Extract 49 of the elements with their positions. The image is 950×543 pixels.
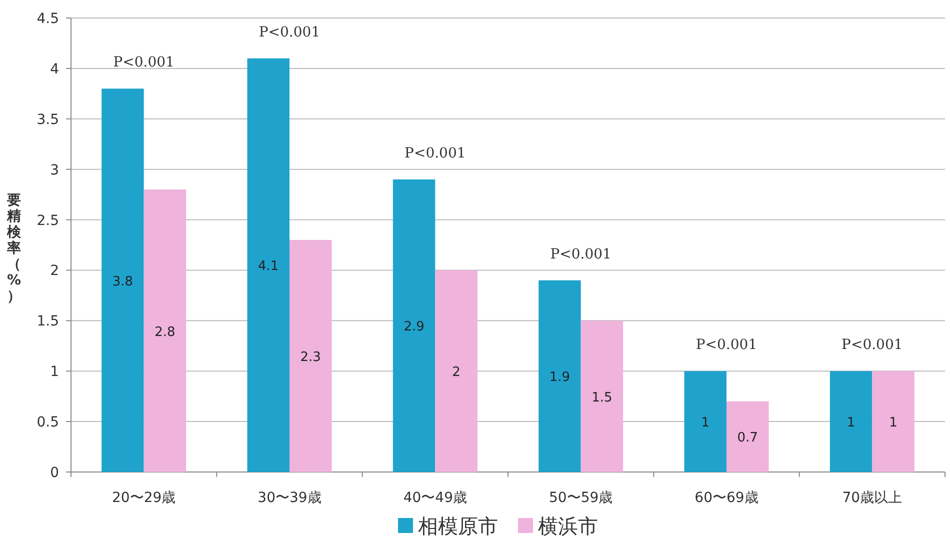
y-tick-label: 4 bbox=[50, 61, 60, 78]
data-label: 1.9 bbox=[549, 370, 570, 386]
x-tick-label: 70歳以上 bbox=[842, 490, 902, 506]
annotation: P<0.001 bbox=[696, 337, 758, 354]
bar bbox=[580, 320, 624, 472]
data-label: 2 bbox=[452, 365, 460, 380]
bar bbox=[830, 371, 872, 472]
y-axis-title: 要精検率（%） bbox=[6, 192, 22, 304]
bar bbox=[247, 58, 290, 472]
y-tick-label: 2 bbox=[50, 263, 59, 280]
y-tick-label: 1 bbox=[50, 364, 59, 380]
annotation: P<0.001 bbox=[113, 54, 174, 71]
bar bbox=[392, 179, 436, 472]
data-label: 1.5 bbox=[592, 390, 612, 406]
data-label: 3.8 bbox=[112, 274, 134, 290]
bar bbox=[144, 190, 186, 472]
x-tick-label: 50〜59歳 bbox=[549, 490, 613, 506]
bar bbox=[684, 371, 726, 472]
bar bbox=[538, 280, 581, 472]
data-label: 1 bbox=[846, 416, 856, 431]
data-label: 4.1 bbox=[258, 259, 279, 274]
data-label: 0.7 bbox=[737, 430, 758, 446]
data-label: 2.8 bbox=[154, 324, 176, 340]
annotation: P<0.001 bbox=[550, 246, 612, 262]
bar bbox=[726, 401, 769, 472]
annotation: P<0.001 bbox=[842, 337, 903, 354]
x-tick-label: 30〜39歳 bbox=[258, 490, 322, 506]
bar bbox=[290, 240, 332, 472]
data-label: 1 bbox=[889, 416, 898, 431]
legend-label: 横浜市 bbox=[538, 514, 598, 538]
y-tick-label: 2.5 bbox=[36, 212, 59, 229]
annotation: P<0.001 bbox=[404, 145, 466, 162]
annotation: P<0.001 bbox=[258, 24, 320, 40]
y-tick-label: 0.5 bbox=[36, 414, 59, 431]
y-tick-label: 4.5 bbox=[36, 11, 59, 27]
y-tick-label: 1.5 bbox=[36, 314, 59, 330]
x-tick-label: 60〜69歳 bbox=[694, 490, 758, 506]
legend-label: 相模原市 bbox=[418, 514, 498, 538]
data-label: 2.3 bbox=[300, 350, 321, 365]
bar bbox=[872, 371, 914, 472]
data-label: 2.9 bbox=[404, 320, 424, 335]
bar bbox=[102, 88, 144, 472]
bar bbox=[435, 270, 478, 472]
y-tick-label: 3.5 bbox=[36, 112, 59, 128]
x-tick-label: 20〜29歳 bbox=[112, 490, 176, 506]
data-label: 1 bbox=[701, 416, 710, 431]
x-tick-label: 40〜49歳 bbox=[403, 490, 467, 506]
y-tick-label: 3 bbox=[50, 162, 59, 178]
y-tick-label: 0 bbox=[50, 465, 59, 481]
